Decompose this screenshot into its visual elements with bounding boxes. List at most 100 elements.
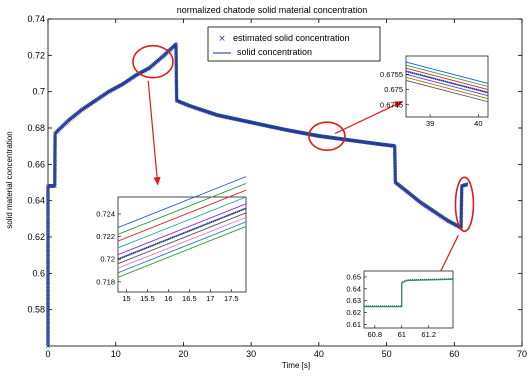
series-band-line bbox=[48, 43, 468, 230]
data-point-estimated bbox=[459, 203, 464, 208]
data-point-estimated bbox=[393, 168, 397, 172]
data-point-estimated bbox=[46, 255, 50, 260]
y-tick-label: 0.68 bbox=[27, 123, 45, 133]
inset-topright-series-line bbox=[405, 79, 489, 103]
data-point-estimated bbox=[393, 166, 397, 171]
series-band-line bbox=[48, 44, 468, 230]
x-tick-label: 70 bbox=[517, 349, 527, 359]
data-point-estimated bbox=[46, 235, 50, 239]
data-point-estimated bbox=[174, 90, 179, 95]
data-point-estimated bbox=[46, 342, 50, 347]
data-point-estimated bbox=[393, 174, 398, 179]
data-point-estimated bbox=[174, 81, 179, 85]
data-point-estimated bbox=[174, 55, 178, 60]
x-tick-label: 30 bbox=[246, 349, 256, 359]
data-point-estimated bbox=[459, 185, 464, 190]
data-point-estimated bbox=[46, 283, 50, 287]
data-point-estimated bbox=[53, 139, 57, 144]
data-point-estimated bbox=[46, 337, 50, 342]
data-point-estimated bbox=[46, 312, 50, 316]
data-point-estimated bbox=[46, 305, 50, 310]
data-point-estimated bbox=[174, 77, 179, 82]
data-point-estimated bbox=[174, 69, 179, 74]
data-point-estimated bbox=[46, 225, 50, 230]
inset-left-y-tick-label: 0.718 bbox=[96, 277, 115, 286]
y-tick-label: 0.58 bbox=[27, 305, 45, 315]
data-point-estimated bbox=[46, 193, 50, 198]
data-point-estimated bbox=[46, 189, 50, 193]
data-point-estimated bbox=[46, 241, 50, 246]
data-point-estimated bbox=[46, 233, 50, 238]
data-point-estimated bbox=[46, 267, 50, 271]
data-point-estimated bbox=[53, 142, 57, 147]
data-point-estimated bbox=[46, 196, 50, 201]
data-point-estimated bbox=[392, 145, 397, 150]
data-point-estimated bbox=[53, 160, 57, 165]
data-point-estimated bbox=[393, 171, 398, 175]
y-tick-label: 0.72 bbox=[27, 50, 45, 60]
data-point-estimated bbox=[393, 164, 397, 169]
data-point-estimated bbox=[459, 206, 464, 211]
data-point-estimated bbox=[46, 192, 50, 196]
data-point-estimated bbox=[46, 316, 50, 321]
data-point-estimated bbox=[46, 247, 50, 252]
data-point-estimated bbox=[459, 192, 464, 197]
data-point-estimated bbox=[46, 340, 50, 345]
data-point-estimated bbox=[52, 177, 57, 182]
data-point-estimated bbox=[46, 291, 50, 295]
data-point-estimated bbox=[174, 74, 179, 79]
data-point-estimated bbox=[46, 336, 50, 340]
inset-left-series-line bbox=[117, 216, 247, 269]
data-point-estimated bbox=[174, 53, 178, 58]
data-point-estimated bbox=[53, 149, 57, 153]
inset-bottomright-y-tick-label: 0.61 bbox=[346, 320, 361, 329]
inset-bottomright-x-tick-label: 61.2 bbox=[421, 330, 436, 339]
inset-left-series-line bbox=[117, 183, 247, 235]
data-point-estimated bbox=[459, 213, 464, 217]
series-band-line bbox=[48, 42, 468, 229]
data-point-estimated bbox=[174, 95, 179, 100]
plot-frame bbox=[47, 18, 523, 347]
inset-left-series-line bbox=[117, 189, 247, 242]
x-tick-label: 10 bbox=[111, 349, 121, 359]
data-point-estimated bbox=[459, 221, 463, 225]
data-point-estimated bbox=[53, 137, 57, 142]
data-point-estimated bbox=[392, 150, 397, 155]
inset-bottomright-x-tick-label: 61 bbox=[398, 330, 406, 339]
data-point-estimated bbox=[53, 161, 57, 166]
data-point-estimated bbox=[46, 292, 50, 297]
data-point-estimated bbox=[393, 163, 397, 167]
data-point-estimated bbox=[46, 222, 50, 227]
data-point-estimated bbox=[46, 252, 50, 257]
data-point-estimated bbox=[393, 155, 397, 160]
data-point-estimated bbox=[46, 211, 50, 215]
data-point-estimated bbox=[46, 329, 50, 334]
inset-left-series-line bbox=[117, 212, 247, 265]
data-point-estimated bbox=[46, 198, 50, 203]
data-point-estimated bbox=[174, 76, 179, 81]
data-point-estimated bbox=[392, 144, 397, 149]
data-point-estimated bbox=[393, 177, 398, 182]
main-plot-area: 0 10 20 30 40 50 60 70 0.58 0.6 0.62 0.64 0.66 0.68 0.… bbox=[27, 14, 527, 359]
inset-left-y-tick-label: 0.722 bbox=[96, 232, 115, 241]
inset-left-series-line bbox=[117, 203, 247, 256]
y-tick-label: 0.66 bbox=[27, 159, 45, 169]
data-point-estimated bbox=[46, 281, 50, 286]
data-point-estimated bbox=[392, 147, 397, 152]
data-point-estimated bbox=[46, 288, 50, 292]
data-point-estimated bbox=[46, 220, 50, 225]
data-point-estimated bbox=[53, 145, 57, 150]
data-point-estimated bbox=[46, 273, 50, 278]
data-point-estimated bbox=[174, 87, 179, 92]
data-point-estimated bbox=[46, 284, 50, 289]
inset-left-x-tick-label: 17.5 bbox=[224, 294, 239, 303]
data-point-estimated bbox=[46, 278, 50, 283]
data-point-estimated bbox=[174, 50, 178, 55]
data-point-estimated bbox=[459, 211, 464, 216]
data-point-estimated bbox=[46, 334, 50, 339]
data-point-estimated bbox=[46, 219, 50, 223]
data-point-estimated bbox=[46, 206, 50, 211]
data-point-estimated bbox=[392, 149, 397, 153]
data-point-estimated bbox=[393, 161, 397, 166]
